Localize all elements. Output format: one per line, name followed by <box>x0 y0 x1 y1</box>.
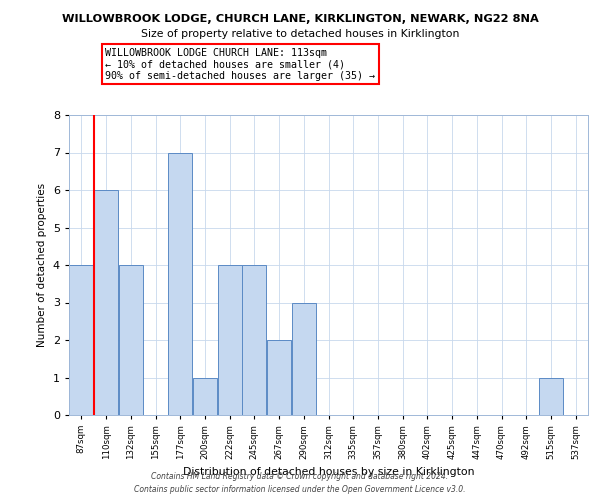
Bar <box>267 340 291 415</box>
Bar <box>193 378 217 415</box>
Text: WILLOWBROOK LODGE CHURCH LANE: 113sqm
← 10% of detached houses are smaller (4)
9: WILLOWBROOK LODGE CHURCH LANE: 113sqm ← … <box>105 48 375 80</box>
Bar <box>539 378 563 415</box>
Text: Contains public sector information licensed under the Open Government Licence v3: Contains public sector information licen… <box>134 485 466 494</box>
Bar <box>218 265 242 415</box>
X-axis label: Distribution of detached houses by size in Kirklington: Distribution of detached houses by size … <box>183 467 474 477</box>
Text: Size of property relative to detached houses in Kirklington: Size of property relative to detached ho… <box>141 29 459 39</box>
Bar <box>94 190 118 415</box>
Bar <box>168 152 192 415</box>
Bar <box>70 265 94 415</box>
Text: WILLOWBROOK LODGE, CHURCH LANE, KIRKLINGTON, NEWARK, NG22 8NA: WILLOWBROOK LODGE, CHURCH LANE, KIRKLING… <box>62 14 538 24</box>
Bar <box>292 302 316 415</box>
Bar <box>242 265 266 415</box>
Y-axis label: Number of detached properties: Number of detached properties <box>37 183 47 347</box>
Bar <box>119 265 143 415</box>
Text: Contains HM Land Registry data © Crown copyright and database right 2024.: Contains HM Land Registry data © Crown c… <box>151 472 449 481</box>
